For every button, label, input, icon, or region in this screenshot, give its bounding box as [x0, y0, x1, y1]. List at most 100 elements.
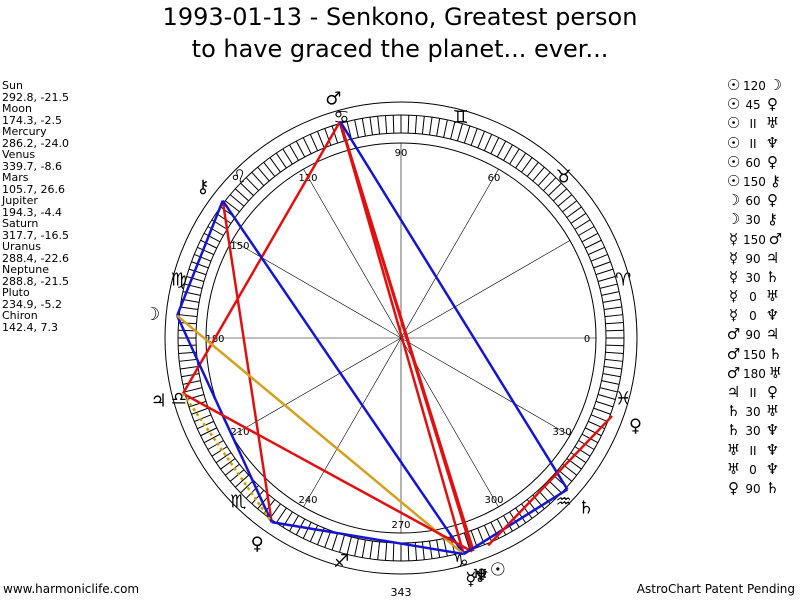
aspect-row: ♀ 90 ♄ — [724, 479, 785, 498]
aspect-planet-1: ☿ — [728, 229, 739, 248]
aspect-line — [463, 488, 569, 556]
degree-tick — [463, 532, 471, 551]
aspect-planet-1: ☽ — [726, 191, 741, 210]
aspect-row: ♃ II ♀ — [724, 383, 785, 402]
degree-tick — [339, 534, 345, 553]
degree-tick — [186, 276, 205, 282]
aspect-planet-1: ☿ — [728, 267, 739, 286]
degree-tick — [180, 306, 199, 310]
planet-name: Mars — [2, 171, 29, 184]
degree-tick — [496, 518, 507, 536]
degree-tick — [354, 538, 359, 557]
planet-position-value: 288.4, -22.6 — [2, 251, 69, 265]
degree-tick — [421, 116, 425, 135]
footer-patent-note: AstroChart Patent Pending — [636, 582, 795, 596]
degree-tick — [377, 541, 381, 560]
degree-tick — [470, 128, 478, 146]
aspect-planet-2: ⚷ — [767, 210, 778, 229]
degree-label: 270 — [391, 520, 410, 531]
aspect-planet-2: ♅ — [765, 114, 780, 133]
degree-tick — [515, 152, 527, 169]
aspect-planet-1: ♄ — [726, 421, 741, 440]
degree-tick — [384, 115, 388, 134]
planet-chiron-icon: ⚷ — [196, 176, 209, 197]
aspect-type: 90 — [745, 328, 761, 343]
planet-position-value: 174.3, -2.5 — [2, 113, 62, 127]
aspect-type: 90 — [745, 251, 761, 266]
degree-tick — [331, 532, 339, 551]
degree-tick — [574, 219, 591, 230]
aspect-planet-2: ♅ — [768, 363, 783, 382]
planet-name: Moon — [2, 102, 32, 115]
aspect-row: ☉ II ♆ — [724, 134, 785, 153]
aspect-list: ☉ 120 ☽ ☉ 45 ♀ ☉ II ♅ ☉ II ♆ ☉ 60 ♀ ☉ 150 ⚷ ☽ 60 ♀ ☽ 30 ⚷ ☿ 150 ♂ ☿… — [724, 76, 785, 498]
aspect-planet-2: ♀ — [767, 191, 778, 210]
chart-title-line-1: 1993-01-13 - Senkono, Greatest person — [162, 3, 638, 31]
degree-tick — [257, 166, 270, 182]
degree-tick — [548, 480, 562, 494]
aspect-row: ♄ 30 ♆ — [724, 421, 785, 440]
aspect-planet-2: ♆ — [765, 421, 780, 440]
degree-tick — [597, 276, 616, 282]
degree-tick — [490, 137, 500, 154]
degree-label: 330 — [553, 427, 572, 438]
planet-name: Sun — [2, 79, 23, 92]
aspect-row: ☿ 0 ♆ — [724, 306, 785, 325]
aspect-row: ☿ 30 ♄ — [724, 268, 785, 287]
aspect-type: 60 — [745, 155, 761, 170]
planet-name: Venus — [2, 148, 36, 161]
degree-tick — [429, 540, 433, 559]
aspect-line — [182, 392, 473, 553]
zodiac-sign-icon: ♏ — [230, 492, 246, 513]
degree-tick — [392, 542, 395, 561]
aspect-type: 90 — [745, 481, 761, 496]
degree-tick — [604, 358, 623, 362]
degree-tick — [369, 540, 373, 559]
aspect-row: ☉ 60 ♀ — [724, 153, 785, 172]
aspect-planet-2: ☽ — [768, 76, 783, 94]
degree-tick — [377, 116, 381, 135]
degree-tick — [224, 463, 240, 476]
degree-tick — [207, 440, 224, 450]
aspect-type: 0 — [749, 309, 757, 324]
planet-position-value: 286.2, -24.0 — [2, 136, 69, 150]
planet-sun-icon: ☉ — [490, 559, 506, 580]
degree-tick — [240, 182, 254, 196]
degree-label: 300 — [484, 495, 503, 506]
degree-tick — [605, 351, 624, 355]
degree-tick — [515, 507, 527, 524]
degree-tick — [601, 291, 620, 296]
planet-position-value: 288.8, -21.5 — [2, 274, 69, 288]
aspect-planet-1: ☉ — [726, 95, 741, 114]
degree-tick — [361, 539, 366, 558]
aspect-row: ☿ 90 ♃ — [724, 249, 785, 268]
aspect-line — [175, 315, 273, 523]
zodiac-sign-icon: ♈ — [615, 269, 631, 290]
degree-tick — [483, 134, 493, 151]
footer-website[interactable]: www.harmoniclife.com — [3, 582, 140, 596]
planet-name: Mercury — [2, 125, 47, 138]
degree-tick — [602, 298, 621, 303]
degree-tick — [595, 400, 614, 408]
degree-tick — [324, 530, 332, 548]
degree-tick — [188, 268, 207, 276]
degree-label: 60 — [488, 173, 501, 184]
degree-tick — [470, 530, 478, 548]
degree-tick — [477, 131, 486, 149]
aspect-planet-2: ♅ — [765, 402, 780, 421]
planet-name: Saturn — [2, 217, 39, 230]
degree-tick — [184, 283, 203, 289]
zodiac-sign-icon: ♑ — [452, 551, 468, 572]
aspect-row: ☿ 0 ♅ — [724, 287, 785, 306]
degree-tick — [574, 446, 591, 457]
aspect-type: 30 — [745, 405, 761, 420]
degree-tick — [369, 117, 373, 136]
planet-venus-icon: ♀ — [629, 416, 642, 437]
aspect-type: 30 — [745, 213, 761, 228]
aspect-planet-1: ♂ — [726, 363, 741, 382]
degree-tick — [188, 400, 207, 408]
degree-tick — [429, 117, 433, 136]
planet-mars-icon: ♂ — [325, 88, 341, 109]
aspect-line — [221, 200, 465, 555]
degree-tick — [384, 542, 388, 561]
